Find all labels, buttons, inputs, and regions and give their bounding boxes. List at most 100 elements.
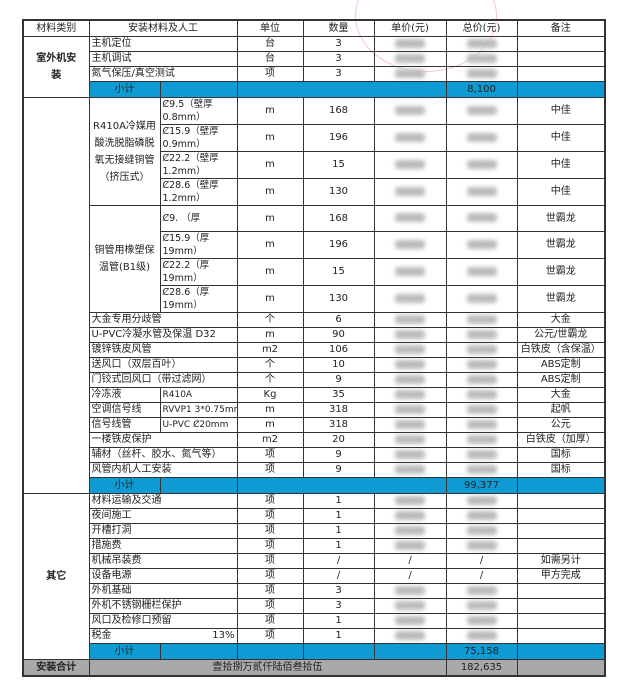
total-price (445, 231, 518, 259)
cell: / (302, 553, 375, 569)
cell: 世霸龙 (516, 231, 606, 259)
redacted-value (466, 293, 497, 303)
cell: / (302, 568, 375, 584)
item-label: 材料运输及交通 (91, 495, 162, 506)
cell: 项 (236, 447, 304, 463)
total-price (445, 151, 518, 179)
total-price (445, 538, 518, 554)
header-item: 安装材料及人工 (88, 19, 238, 37)
cell: R410A (159, 387, 238, 403)
subtotal-label: 小计 (88, 477, 161, 494)
cell: 130 (302, 178, 375, 206)
table-row: 外机不锈钢栅栏保护 项 3 (23, 598, 606, 614)
item-name: 镀锌铁皮风管 (88, 342, 238, 358)
unit-price (373, 151, 447, 179)
redacted-value (395, 374, 425, 384)
unit-price (373, 66, 447, 82)
table-row: 氮气保压/真空测试项 3 (23, 66, 606, 82)
cell: / (445, 568, 518, 584)
table-row: 主机调试台 3 (23, 51, 606, 67)
table-row: 税金 13% 项 1 (23, 628, 606, 644)
item-name: 风管内机人工安装 (88, 462, 238, 478)
unit-price (373, 387, 447, 403)
redacted-value (466, 344, 497, 354)
redacted-value (395, 314, 425, 324)
table-row: 其它 材料运输及交通项 1 (22, 493, 606, 660)
cell: m (236, 124, 304, 152)
table-row: 辅材（丝杆、胶水、氮气等）项 9 国标 (23, 447, 606, 463)
subtotal-label: 小计 (88, 81, 161, 98)
subtotal-label: 小计 (88, 643, 161, 660)
redacted-value (395, 404, 425, 414)
cell: 35 (302, 387, 375, 403)
cell: 196 (302, 124, 375, 152)
redacted-value (466, 434, 497, 444)
cell: 中佳 (516, 178, 606, 206)
cell: 大金 (516, 312, 606, 328)
cell: 中佳 (516, 97, 606, 125)
unit-price (373, 258, 447, 286)
redacted-value (395, 510, 425, 520)
item-name: 措施费 (88, 538, 238, 554)
item-name: 材料运输及交通 (88, 493, 238, 509)
subtotal-value: 99,377 (445, 477, 518, 494)
cell: ABS定制 (516, 357, 606, 373)
cell: / (373, 568, 447, 584)
cell: / (373, 553, 447, 569)
redacted-value (466, 389, 497, 399)
table-row: 设备电源项 / / / 甲方完成 (23, 568, 606, 584)
item-name: 外机基础 (88, 583, 238, 599)
cell: 1 (302, 508, 375, 524)
redacted-value (466, 404, 497, 414)
cell: 国标 (516, 447, 606, 463)
cell: 个 (236, 372, 304, 388)
redacted-value (466, 68, 497, 78)
total-price (445, 432, 518, 448)
redacted-value (395, 419, 425, 429)
cell: 168 (302, 97, 375, 125)
redacted-value (466, 600, 497, 610)
cell: 168 (302, 205, 375, 232)
cell: 9 (302, 462, 375, 478)
table-row: Ȼ22.2（壁厚1.2mm） m 15 中佳 (23, 151, 606, 179)
table-row: U-PVC冷凝水管及保温 D32 m 90 公元/世霸龙 (23, 327, 606, 343)
redacted-value (466, 132, 497, 142)
total-price (445, 36, 518, 52)
table-row: 风口及检修口预留 项 1 (23, 613, 606, 629)
unit-price (373, 402, 447, 418)
redacted-value (466, 525, 497, 535)
table-row: 开槽打洞 项 1 (23, 523, 606, 539)
header-row: 材料类别 安装材料及人工 单位 数量 单价(元) 总价(元) 备注 (22, 19, 606, 37)
redacted-value (395, 186, 425, 196)
item-name: 风口及检修口预留 (88, 613, 238, 629)
redacted-value (466, 239, 497, 249)
cell: U-PVC Ȼ20mm (159, 417, 238, 433)
unit-price (373, 285, 447, 313)
redacted-value (466, 159, 497, 169)
redacted-value (466, 266, 497, 276)
total-row: 安装合计 壹拾捌万贰仟陆佰叁拾伍 182,635 (22, 659, 606, 677)
item-label: 外机基础 (91, 585, 132, 596)
cell: m (236, 402, 304, 418)
cell: 项 (236, 583, 304, 599)
item-name: 辅材（丝杆、胶水、氮气等） (88, 447, 238, 463)
total-price (445, 66, 518, 82)
cell: 台 (236, 36, 304, 52)
total-price (445, 327, 518, 343)
redacted-value (395, 53, 425, 63)
unit-price (373, 523, 447, 539)
unit-price (373, 432, 447, 448)
unit-price (373, 231, 447, 259)
item-name: 机械吊装费 (88, 553, 238, 569)
table-row: 夜间施工 项 1 (23, 508, 606, 524)
redacted-value (395, 329, 425, 339)
table-row: 措施费 项 1 (23, 538, 606, 554)
redacted-value (466, 615, 497, 625)
category-outdoor: 室外机安装 (22, 36, 90, 98)
cell: 1 (302, 523, 375, 539)
total-price (445, 613, 518, 629)
cell: 大金 (516, 387, 606, 403)
unit-price (373, 493, 447, 509)
header-qty: 数量 (302, 19, 375, 37)
redacted-value (466, 105, 497, 115)
